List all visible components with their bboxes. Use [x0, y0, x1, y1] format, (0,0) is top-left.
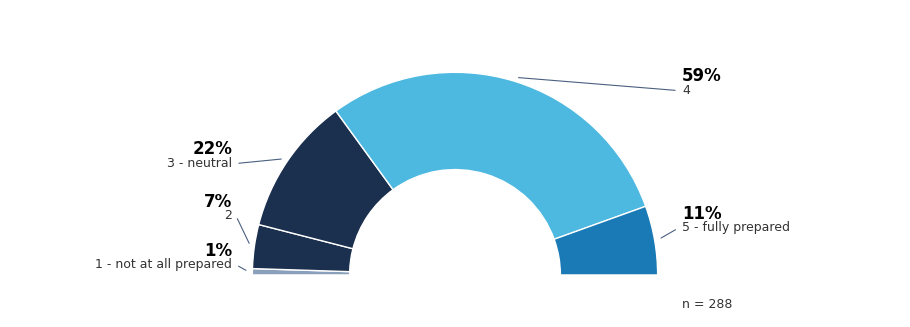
Text: n = 288: n = 288: [682, 299, 733, 311]
Wedge shape: [258, 111, 393, 249]
Text: 3 - neutral: 3 - neutral: [167, 157, 232, 170]
Wedge shape: [336, 72, 646, 239]
Text: 7%: 7%: [204, 193, 232, 211]
Wedge shape: [252, 268, 349, 275]
Text: 59%: 59%: [682, 67, 722, 85]
Text: 2: 2: [224, 209, 232, 222]
Text: 22%: 22%: [192, 140, 232, 159]
Text: 1 - not at all prepared: 1 - not at all prepared: [96, 258, 232, 271]
Text: 1%: 1%: [204, 242, 232, 260]
Text: 11%: 11%: [682, 205, 722, 223]
Text: 5 - fully prepared: 5 - fully prepared: [682, 221, 790, 234]
Wedge shape: [252, 225, 353, 272]
Text: 4: 4: [682, 84, 690, 97]
Wedge shape: [554, 206, 658, 275]
